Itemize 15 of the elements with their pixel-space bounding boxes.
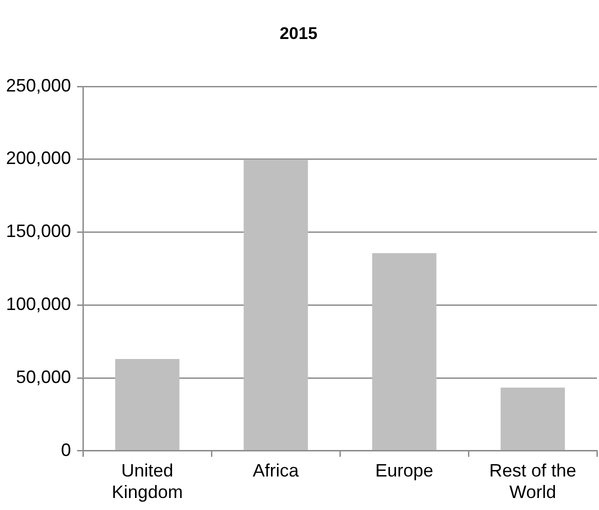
bar <box>115 358 180 450</box>
bar <box>244 160 308 450</box>
y-tick-label: 250,000 <box>6 75 72 96</box>
y-tick-label: 50,000 <box>16 366 72 387</box>
bar <box>500 388 565 450</box>
y-tick-label: 100,000 <box>6 294 72 314</box>
bar <box>372 253 436 450</box>
y-tick-label: 200,000 <box>6 148 72 168</box>
x-tick-label: United Kingdom <box>112 460 183 502</box>
x-tick-label: Europe <box>375 460 434 481</box>
x-tick-label: Rest of the World <box>489 460 576 502</box>
chart-title: 2015 <box>280 24 318 43</box>
x-tick-label: Africa <box>252 460 300 481</box>
y-tick-label: 0 <box>61 440 72 460</box>
y-tick-label: 150,000 <box>6 221 72 242</box>
